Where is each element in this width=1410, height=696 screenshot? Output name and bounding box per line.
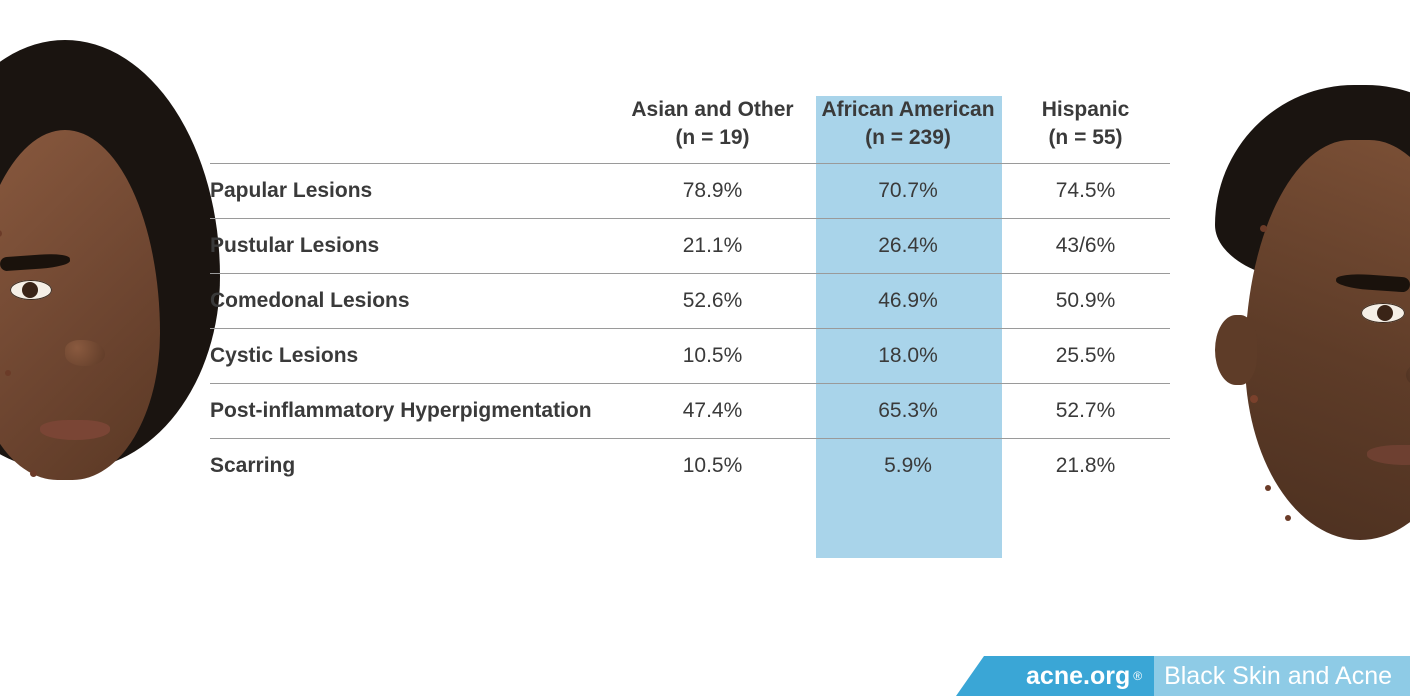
col-label: African American [821, 98, 994, 121]
col-sub: (n = 239) [815, 124, 1001, 152]
row-value: 10.5% [610, 438, 815, 493]
row-value: 21.1% [610, 218, 815, 273]
row-value: 78.9% [610, 163, 815, 218]
table-row: Comedonal Lesions52.6%46.9%50.9% [210, 273, 1170, 328]
row-value: 10.5% [610, 328, 815, 383]
col-label: Asian and Other [631, 98, 793, 121]
table-header-empty [210, 96, 610, 163]
table-row: Cystic Lesions10.5%18.0%25.5% [210, 328, 1170, 383]
row-value: 52.7% [1001, 383, 1170, 438]
col-label: Hispanic [1042, 98, 1130, 121]
table-header-hispanic: Hispanic (n = 55) [1001, 96, 1170, 163]
row-value: 47.4% [610, 383, 815, 438]
table-row: Papular Lesions78.9%70.7%74.5% [210, 163, 1170, 218]
row-label: Post-inflammatory Hyperpigmentation [210, 383, 610, 438]
row-value: 74.5% [1001, 163, 1170, 218]
footer-brand: acne.org® [984, 656, 1154, 696]
row-value: 26.4% [815, 218, 1001, 273]
footer-tagline: Black Skin and Acne [1154, 656, 1410, 696]
col-sub: (n = 55) [1001, 124, 1170, 152]
row-value: 70.7% [815, 163, 1001, 218]
brand-text: acne.org [1026, 662, 1130, 691]
row-value: 25.5% [1001, 328, 1170, 383]
row-value: 50.9% [1001, 273, 1170, 328]
table-header-asian: Asian and Other (n = 19) [610, 96, 815, 163]
table-row: Post-inflammatory Hyperpigmentation47.4%… [210, 383, 1170, 438]
illustration-face-right [1205, 85, 1410, 605]
table-row: Pustular Lesions21.1%26.4%43/6% [210, 218, 1170, 273]
row-value: 5.9% [815, 438, 1001, 493]
row-label: Comedonal Lesions [210, 273, 610, 328]
row-label: Scarring [210, 438, 610, 493]
row-value: 52.6% [610, 273, 815, 328]
row-value: 21.8% [1001, 438, 1170, 493]
row-label: Papular Lesions [210, 163, 610, 218]
table-header-african-american: African American (n = 239) [815, 96, 1001, 163]
row-value: 65.3% [815, 383, 1001, 438]
row-value: 43/6% [1001, 218, 1170, 273]
row-label: Cystic Lesions [210, 328, 610, 383]
lesion-statistics-table: Asian and Other (n = 19) African America… [210, 96, 1170, 493]
registered-mark: ® [1133, 669, 1142, 683]
col-sub: (n = 19) [610, 124, 815, 152]
row-value: 46.9% [815, 273, 1001, 328]
illustration-face-left [0, 40, 220, 560]
table-row: Scarring10.5%5.9%21.8% [210, 438, 1170, 493]
row-value: 18.0% [815, 328, 1001, 383]
table-header-row: Asian and Other (n = 19) African America… [210, 96, 1170, 163]
row-label: Pustular Lesions [210, 218, 610, 273]
footer-ribbon: acne.org® Black Skin and Acne [984, 656, 1410, 696]
